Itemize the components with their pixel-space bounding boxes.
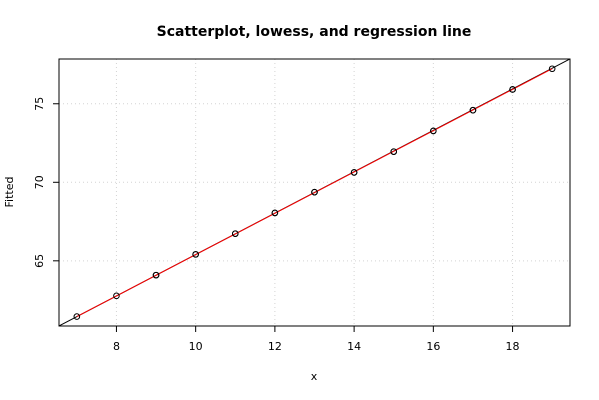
data-point bbox=[192, 251, 199, 258]
lowess-line bbox=[76, 68, 553, 318]
x-tick-label: 8 bbox=[113, 340, 120, 353]
x-axis-label: x bbox=[311, 370, 318, 383]
y-tick-label: 75 bbox=[33, 97, 46, 111]
x-axis: 8 10 12 14 16 18 bbox=[113, 326, 520, 353]
fit-lines bbox=[58, 58, 571, 327]
x-tick-label: 16 bbox=[426, 340, 440, 353]
data-point bbox=[509, 86, 516, 93]
x-tick-label: 10 bbox=[189, 340, 203, 353]
data-point bbox=[73, 313, 81, 320]
chart-title: Scatterplot, lowess, and regression line bbox=[157, 24, 472, 40]
y-axis-label: Fitted bbox=[3, 177, 16, 208]
data-point bbox=[390, 148, 398, 155]
data-points bbox=[73, 65, 556, 320]
data-point bbox=[350, 169, 358, 176]
y-tick-label: 65 bbox=[33, 254, 46, 268]
grid-lines bbox=[59, 59, 570, 326]
data-point bbox=[113, 292, 120, 300]
data-point bbox=[548, 65, 556, 73]
data-point bbox=[271, 209, 279, 217]
x-tick-label: 12 bbox=[268, 340, 282, 353]
y-axis: 65 70 75 bbox=[33, 97, 59, 268]
data-point bbox=[469, 106, 477, 114]
y-tick-label: 70 bbox=[33, 175, 46, 189]
plot-frame bbox=[58, 58, 571, 327]
data-point bbox=[430, 127, 437, 135]
data-point bbox=[152, 271, 160, 279]
x-tick-label: 18 bbox=[506, 340, 520, 353]
data-point bbox=[231, 230, 239, 237]
x-tick-label: 14 bbox=[347, 340, 361, 353]
data-point bbox=[311, 188, 318, 196]
